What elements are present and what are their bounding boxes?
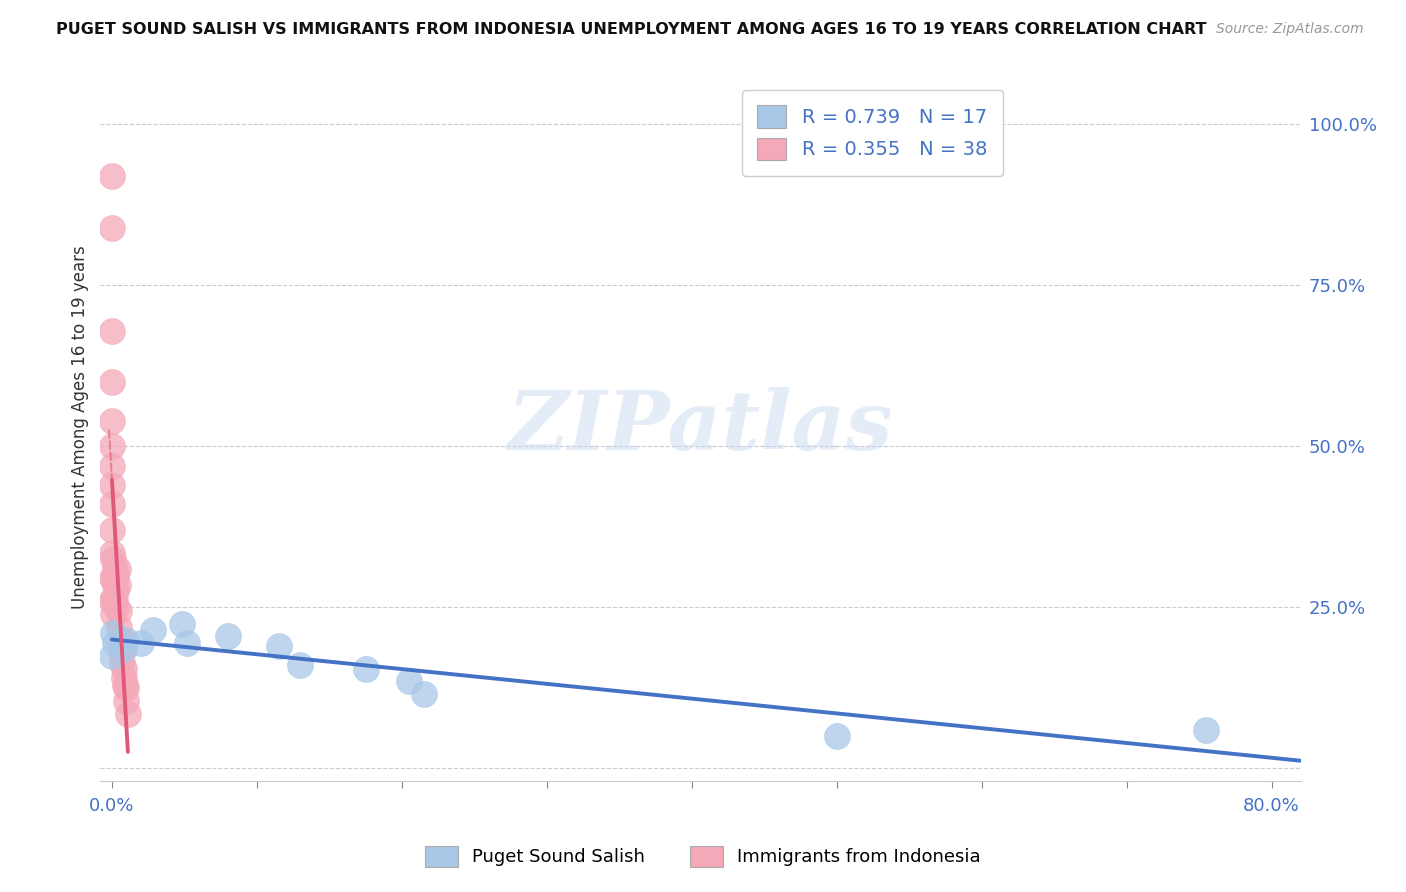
Point — [111, 655, 134, 669]
Point — [101, 648, 124, 663]
Point — [115, 681, 138, 695]
Point — [103, 552, 125, 566]
Point — [105, 568, 128, 582]
Point — [267, 639, 290, 653]
Point — [170, 616, 193, 631]
Point — [101, 375, 124, 389]
Point — [412, 687, 434, 701]
Legend: Puget Sound Salish, Immigrants from Indonesia: Puget Sound Salish, Immigrants from Indo… — [416, 837, 990, 876]
Point — [104, 578, 127, 592]
Text: Source: ZipAtlas.com: Source: ZipAtlas.com — [1216, 22, 1364, 37]
Point — [825, 729, 848, 743]
Point — [111, 642, 134, 657]
Point — [114, 678, 136, 692]
Point — [354, 662, 377, 676]
Point — [103, 591, 125, 605]
Point — [115, 694, 138, 708]
Point — [129, 636, 152, 650]
Point — [101, 324, 124, 338]
Point — [101, 523, 124, 537]
Point — [103, 571, 125, 585]
Point — [101, 220, 124, 235]
Text: PUGET SOUND SALISH VS IMMIGRANTS FROM INDONESIA UNEMPLOYMENT AMONG AGES 16 TO 19: PUGET SOUND SALISH VS IMMIGRANTS FROM IN… — [56, 22, 1206, 37]
Point — [115, 632, 138, 647]
Point — [141, 623, 163, 637]
Point — [112, 671, 135, 685]
Point — [103, 607, 125, 621]
Y-axis label: Unemployment Among Ages 16 to 19 years: Unemployment Among Ages 16 to 19 years — [72, 245, 89, 609]
Point — [105, 600, 128, 615]
Point — [101, 497, 124, 511]
Point — [1195, 723, 1218, 737]
Point — [117, 706, 139, 721]
Point — [107, 578, 129, 592]
Point — [101, 478, 124, 492]
Point — [398, 674, 420, 689]
Point — [101, 414, 124, 428]
Text: ZIPatlas: ZIPatlas — [508, 387, 893, 467]
Point — [101, 571, 124, 585]
Point — [104, 636, 127, 650]
Point — [110, 632, 132, 647]
Point — [108, 620, 131, 634]
Point — [101, 169, 124, 183]
Point — [104, 562, 127, 576]
Point — [103, 626, 125, 640]
Legend: R = 0.739   N = 17, R = 0.355   N = 38: R = 0.739 N = 17, R = 0.355 N = 38 — [741, 90, 1002, 176]
Point — [290, 658, 312, 673]
Point — [107, 562, 129, 576]
Point — [111, 632, 134, 647]
Point — [105, 584, 128, 599]
Point — [101, 458, 124, 473]
Point — [108, 604, 131, 618]
Point — [176, 636, 198, 650]
Point — [101, 440, 124, 454]
Point — [104, 594, 127, 608]
Point — [101, 594, 124, 608]
Point — [110, 646, 132, 660]
Point — [112, 642, 135, 657]
Point — [217, 629, 239, 643]
Point — [101, 546, 124, 560]
Point — [112, 662, 135, 676]
